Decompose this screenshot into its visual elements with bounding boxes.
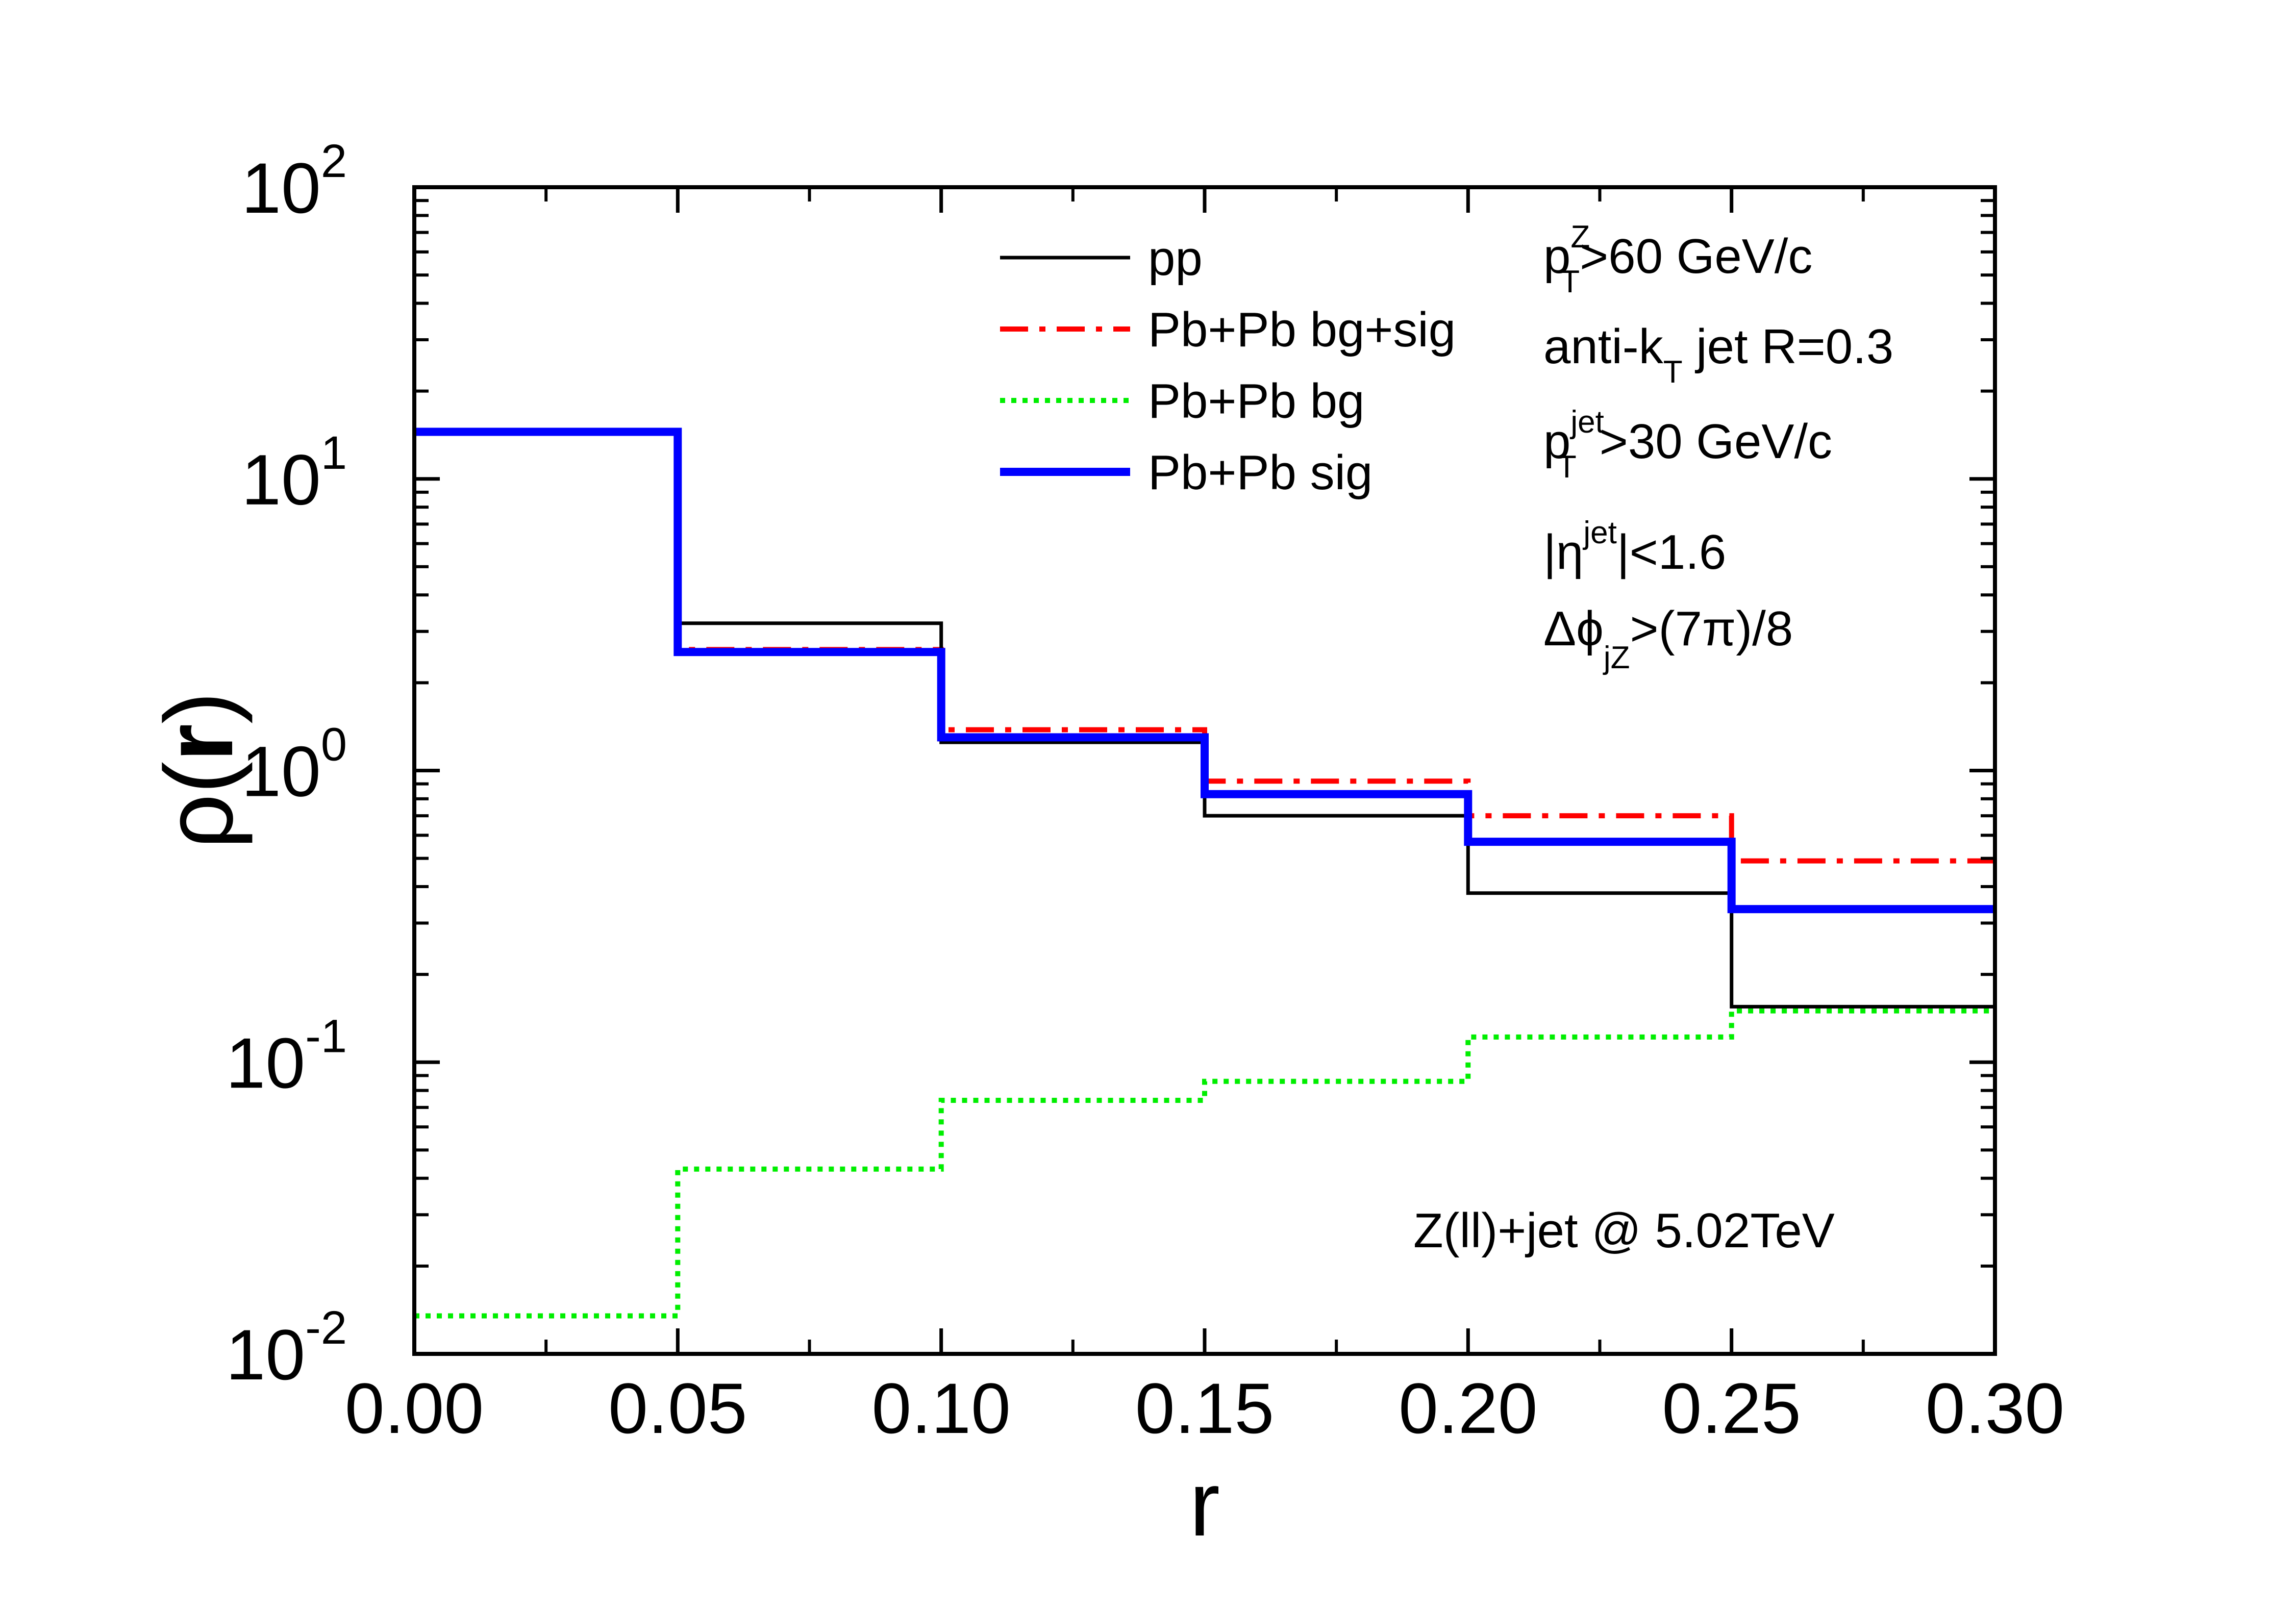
annotation-pt-jet: pjet T >30 GeV/c xyxy=(1543,405,1832,485)
y-tick-label: 100 xyxy=(241,719,347,812)
annotations: pZ T>60 GeV/c anti-kT jet R=0.3 pjet T >30 … xyxy=(1413,219,1893,1258)
annotation-eta: |ηjet|<1.6 xyxy=(1543,515,1726,580)
y-axis-label-rho: ρ xyxy=(145,794,253,849)
series-pb-pb-bg-sig-line xyxy=(414,429,1995,864)
series-layer xyxy=(414,427,1995,1319)
y-axis-label: ρ(r) xyxy=(145,692,253,849)
legend-label: Pb+Pb bg+sig xyxy=(1148,303,1456,357)
y-tick-label: 102 xyxy=(241,135,347,228)
y-tick-label: 101 xyxy=(241,427,347,520)
series-pp-line xyxy=(414,430,1995,1009)
legend-label: Pb+Pb bg xyxy=(1148,374,1364,429)
x-tick-label: 0.00 xyxy=(345,1368,484,1448)
x-tick-label: 0.30 xyxy=(1926,1368,2064,1448)
annotation-pt-z: pZ T>60 GeV/c xyxy=(1543,219,1812,299)
y-axis: 10-2 10-1 100 101 102 xyxy=(226,135,1995,1395)
legend: pp Pb+Pb bg+sig Pb+Pb bg Pb+Pb sig xyxy=(1000,231,1456,500)
y-axis-label-close: ) xyxy=(145,692,253,724)
y-axis-label-r: r xyxy=(145,724,253,762)
x-tick-label: 0.20 xyxy=(1399,1368,1537,1448)
series-pb-pb-sig-line xyxy=(414,427,1995,914)
legend-label: pp xyxy=(1148,231,1203,286)
x-tick-label: 0.10 xyxy=(871,1368,1010,1448)
y-axis-label-open: ( xyxy=(145,762,253,794)
annotation-anti-kt: anti-kT jet R=0.3 xyxy=(1543,319,1893,390)
legend-label: Pb+Pb sig xyxy=(1148,445,1372,500)
x-tick-label: 0.15 xyxy=(1135,1368,1274,1448)
x-axis-label: r xyxy=(1189,1453,1220,1555)
annotation-delta-phi: ΔϕjZ>(7π)/8 xyxy=(1543,601,1793,675)
y-tick-label: 10-1 xyxy=(226,1010,347,1103)
series-pb-pb-bg-line xyxy=(414,1008,1995,1319)
y-tick-label: 10-2 xyxy=(226,1302,347,1395)
annotation-system: Z(ll)+jet @ 5.02TeV xyxy=(1413,1203,1835,1258)
x-tick-label: 0.05 xyxy=(608,1368,747,1448)
x-tick-label: 0.25 xyxy=(1662,1368,1801,1448)
x-axis: 0.00 0.05 0.10 0.15 0.20 0.25 0.30 xyxy=(345,187,2064,1448)
